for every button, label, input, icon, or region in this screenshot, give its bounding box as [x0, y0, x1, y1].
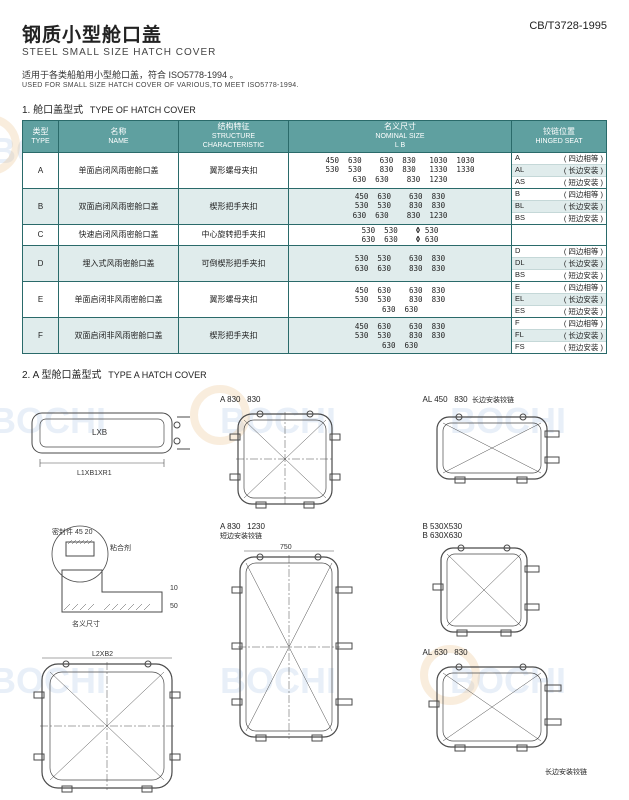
cell-struct: 翼形螺母夹扣 — [179, 282, 289, 318]
th-hinge: 铰链位置HINGED SEAT — [512, 121, 607, 153]
cell-nominal: 450 630 630 830 530 530 830 830 630 630 — [289, 318, 512, 354]
diagram-al450: AL 450 830 长边安装铰链 — [423, 395, 608, 514]
cell-struct: 可倒楔形把手夹扣 — [179, 246, 289, 282]
gear-icon — [0, 115, 20, 175]
note-en: USED FOR SMALL SIZE HATCH COVER OF VARIO… — [22, 82, 607, 89]
cell-type: E — [23, 282, 59, 318]
table-row: B双面启闭风雨密舱口盖楔形把手夹扣450 630 630 830 530 530… — [23, 188, 607, 224]
th-name: 名称NAME — [59, 121, 179, 153]
cell-nominal: 530 530 630 830 630 630 830 830 — [289, 246, 512, 282]
diagram-b530: B 530X530 B 630X630 — [423, 522, 608, 640]
cell-nominal: 530 530 Φ 530 630 630 Φ 630 — [289, 224, 512, 246]
table-row: E单面启闭非风雨密舱口盖翼形螺母夹扣450 630 630 830 530 53… — [23, 282, 607, 318]
cell-hinge: E( 四边相等 )EL( 长边安装 )ES( 短边安装 ) — [512, 282, 607, 318]
cell-type: A — [23, 152, 59, 188]
table-row: C快速启闭风雨密舱口盖中心旋转把手夹扣530 530 Φ 530 630 630… — [23, 224, 607, 246]
diagram-a830-1230: A 830 1230 短边安装铰链 750 — [220, 522, 405, 798]
cell-hinge — [512, 224, 607, 246]
glue-label: 粘合剂 — [110, 543, 131, 552]
cell-nominal: 450 630 630 830 530 530 830 830 630 630 … — [289, 188, 512, 224]
cell-name: 快速启闭风雨密舱口盖 — [59, 224, 179, 246]
section1-title: 1. 舱口盖型式 TYPE OF HATCH COVER — [22, 101, 607, 116]
svg-text:10: 10 — [170, 585, 178, 592]
diagram-a830: A 830 830 — [220, 395, 405, 514]
title-cn: 钢质小型舱口盖 — [22, 20, 216, 47]
cell-type: D — [23, 246, 59, 282]
svg-text:L2XB2: L2XB2 — [92, 651, 113, 658]
spec-table: 类型TYPE 名称NAME 结构特征STRUCTURE CHARACTERIST… — [22, 120, 607, 354]
svg-text:50: 50 — [170, 603, 178, 610]
th-type: 类型TYPE — [23, 121, 59, 153]
diagram-al630: AL 630 830 长边安装铰链 — [423, 648, 608, 798]
cell-type: B — [23, 188, 59, 224]
diagram-seal-detail: 密封件 45 20 粘合剂 名义尺寸 10 50 — [22, 522, 202, 640]
th-nominal: 名义尺寸NOMINAL SIZEL B — [289, 121, 512, 153]
cell-hinge: D( 四边相等 )DL( 长边安装 )BS( 短边安装 ) — [512, 246, 607, 282]
l1xb1xr1-label: L1XB1XR1 — [77, 470, 112, 477]
table-row: A单面启闭风雨密舱口盖翼形螺母夹扣450 630 630 830 1030 10… — [23, 152, 607, 188]
cell-hinge: F( 四边相等 )FL( 长边安装 )FS( 短边安装 ) — [512, 318, 607, 354]
table-row: D埋入式风雨密舱口盖可倒楔形把手夹扣530 530 630 830 630 63… — [23, 246, 607, 282]
cell-hinge: A( 四边相等 )AL( 长边安装 )AS( 短边安装 ) — [512, 152, 607, 188]
title-en: STEEL SMALL SIZE HATCH COVER — [22, 47, 216, 58]
cell-name: 双面启闭非风雨密舱口盖 — [59, 318, 179, 354]
table-row: F双面启闭非风雨密舱口盖楔形把手夹扣450 630 630 830 530 53… — [23, 318, 607, 354]
cell-name: 埋入式风雨密舱口盖 — [59, 246, 179, 282]
cell-name: 单面启闭非风雨密舱口盖 — [59, 282, 179, 318]
lxb-label: LXB — [92, 428, 107, 437]
diagrams-area: LXB L1XB1XR1 A 830 830 — [22, 395, 607, 798]
cell-name: 单面启闭风雨密舱口盖 — [59, 152, 179, 188]
cell-nominal: 450 630 630 830 530 530 830 830 630 630 — [289, 282, 512, 318]
cell-struct: 翼形螺母夹扣 — [179, 152, 289, 188]
cell-type: C — [23, 224, 59, 246]
cell-struct: 楔形把手夹扣 — [179, 188, 289, 224]
svg-text:750: 750 — [280, 544, 292, 551]
nom-label: 名义尺寸 — [72, 619, 100, 628]
note-cn: 适用于各类船舶用小型舱口盖，符合 ISO5778-1994 。 — [22, 68, 607, 81]
cell-struct: 中心旋转把手夹扣 — [179, 224, 289, 246]
th-struct: 结构特征STRUCTURE CHARACTERISTIC — [179, 121, 289, 153]
diagram-l2xb2: L2XB2 — [22, 648, 202, 798]
seal-label: 密封件 45 20 — [52, 527, 93, 536]
cell-type: F — [23, 318, 59, 354]
standard-code: CB/T3728-1995 — [529, 20, 607, 32]
cell-hinge: B( 四边相等 )BL( 长边安装 )BS( 短边安装 ) — [512, 188, 607, 224]
cell-nominal: 450 630 630 830 1030 1030 530 530 830 83… — [289, 152, 512, 188]
cell-struct: 楔形把手夹扣 — [179, 318, 289, 354]
cell-name: 双面启闭风雨密舱口盖 — [59, 188, 179, 224]
diagram-plan: LXB L1XB1XR1 — [22, 395, 202, 514]
section2-title: 2. A 型舱口盖型式 TYPE A HATCH COVER — [22, 366, 607, 381]
